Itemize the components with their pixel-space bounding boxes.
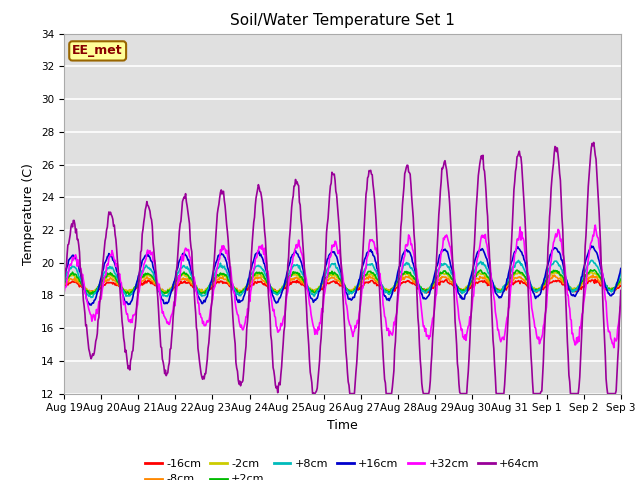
+2cm bbox=[125, 292, 133, 298]
+2cm bbox=[411, 276, 419, 281]
+64cm bbox=[184, 209, 192, 215]
+32cm bbox=[610, 345, 618, 350]
Line: -16cm: -16cm bbox=[64, 279, 621, 293]
-16cm bbox=[443, 276, 451, 282]
+8cm bbox=[60, 278, 68, 284]
Line: +64cm: +64cm bbox=[64, 143, 621, 394]
-16cm bbox=[617, 283, 625, 289]
Line: +32cm: +32cm bbox=[64, 225, 621, 348]
Title: Soil/Water Temperature Set 1: Soil/Water Temperature Set 1 bbox=[230, 13, 455, 28]
+32cm bbox=[127, 317, 135, 323]
+16cm bbox=[60, 275, 68, 281]
-16cm bbox=[60, 283, 68, 288]
-2cm bbox=[185, 275, 193, 280]
+16cm bbox=[128, 297, 136, 303]
+64cm bbox=[308, 391, 316, 396]
+32cm bbox=[410, 252, 418, 258]
-2cm bbox=[617, 278, 625, 284]
+8cm bbox=[87, 295, 95, 300]
+16cm bbox=[617, 265, 625, 271]
+32cm bbox=[214, 264, 221, 270]
Y-axis label: Temperature (C): Temperature (C) bbox=[22, 163, 35, 264]
+2cm bbox=[617, 276, 625, 282]
-16cm bbox=[214, 279, 222, 285]
+32cm bbox=[60, 291, 68, 297]
+16cm bbox=[70, 254, 78, 260]
+64cm bbox=[411, 241, 419, 247]
-16cm bbox=[428, 285, 435, 291]
+2cm bbox=[70, 272, 78, 278]
-8cm bbox=[214, 276, 222, 282]
+16cm bbox=[214, 253, 222, 259]
+64cm bbox=[214, 211, 221, 216]
+8cm bbox=[214, 265, 222, 271]
Line: -8cm: -8cm bbox=[64, 275, 621, 294]
+2cm bbox=[214, 273, 222, 278]
+2cm bbox=[428, 284, 435, 289]
+32cm bbox=[184, 247, 192, 252]
+8cm bbox=[411, 272, 419, 278]
+16cm bbox=[185, 257, 193, 263]
-2cm bbox=[60, 280, 68, 286]
+64cm bbox=[70, 217, 78, 223]
+2cm bbox=[185, 273, 193, 279]
-2cm bbox=[163, 290, 170, 296]
+64cm bbox=[590, 140, 598, 145]
+16cm bbox=[411, 267, 419, 273]
-8cm bbox=[161, 291, 168, 297]
+8cm bbox=[128, 291, 136, 297]
+8cm bbox=[185, 265, 193, 271]
-2cm bbox=[587, 269, 595, 275]
Line: +16cm: +16cm bbox=[64, 246, 621, 305]
+32cm bbox=[591, 222, 599, 228]
-8cm bbox=[60, 282, 68, 288]
X-axis label: Time: Time bbox=[327, 419, 358, 432]
Line: +8cm: +8cm bbox=[64, 260, 621, 298]
Legend: -16cm, -8cm, -2cm, +2cm, +8cm, +16cm, +32cm, +64cm: -16cm, -8cm, -2cm, +2cm, +8cm, +16cm, +3… bbox=[141, 455, 544, 480]
+32cm bbox=[426, 334, 434, 339]
+16cm bbox=[87, 302, 95, 308]
-2cm bbox=[214, 274, 222, 280]
+16cm bbox=[428, 287, 435, 292]
-2cm bbox=[411, 277, 419, 283]
-2cm bbox=[127, 287, 135, 292]
-16cm bbox=[70, 279, 78, 285]
+8cm bbox=[588, 257, 595, 263]
-16cm bbox=[86, 290, 93, 296]
-8cm bbox=[411, 280, 419, 286]
+2cm bbox=[60, 281, 68, 287]
+8cm bbox=[428, 282, 435, 288]
-16cm bbox=[128, 289, 136, 295]
-2cm bbox=[428, 282, 435, 288]
+16cm bbox=[588, 243, 595, 249]
-8cm bbox=[428, 284, 435, 289]
Line: +2cm: +2cm bbox=[64, 270, 621, 295]
+2cm bbox=[128, 288, 136, 294]
+64cm bbox=[617, 288, 625, 293]
-2cm bbox=[70, 273, 78, 278]
-8cm bbox=[185, 278, 193, 284]
-16cm bbox=[411, 282, 419, 288]
-8cm bbox=[550, 272, 558, 278]
+32cm bbox=[617, 303, 625, 309]
+2cm bbox=[591, 267, 598, 273]
Text: EE_met: EE_met bbox=[72, 44, 123, 58]
-16cm bbox=[185, 278, 193, 284]
+64cm bbox=[127, 355, 135, 361]
+64cm bbox=[60, 287, 68, 292]
-8cm bbox=[70, 277, 78, 283]
+32cm bbox=[70, 255, 78, 261]
+8cm bbox=[70, 264, 78, 269]
+64cm bbox=[428, 362, 435, 368]
-8cm bbox=[127, 288, 135, 294]
Line: -2cm: -2cm bbox=[64, 272, 621, 293]
-8cm bbox=[617, 278, 625, 284]
+8cm bbox=[617, 270, 625, 276]
